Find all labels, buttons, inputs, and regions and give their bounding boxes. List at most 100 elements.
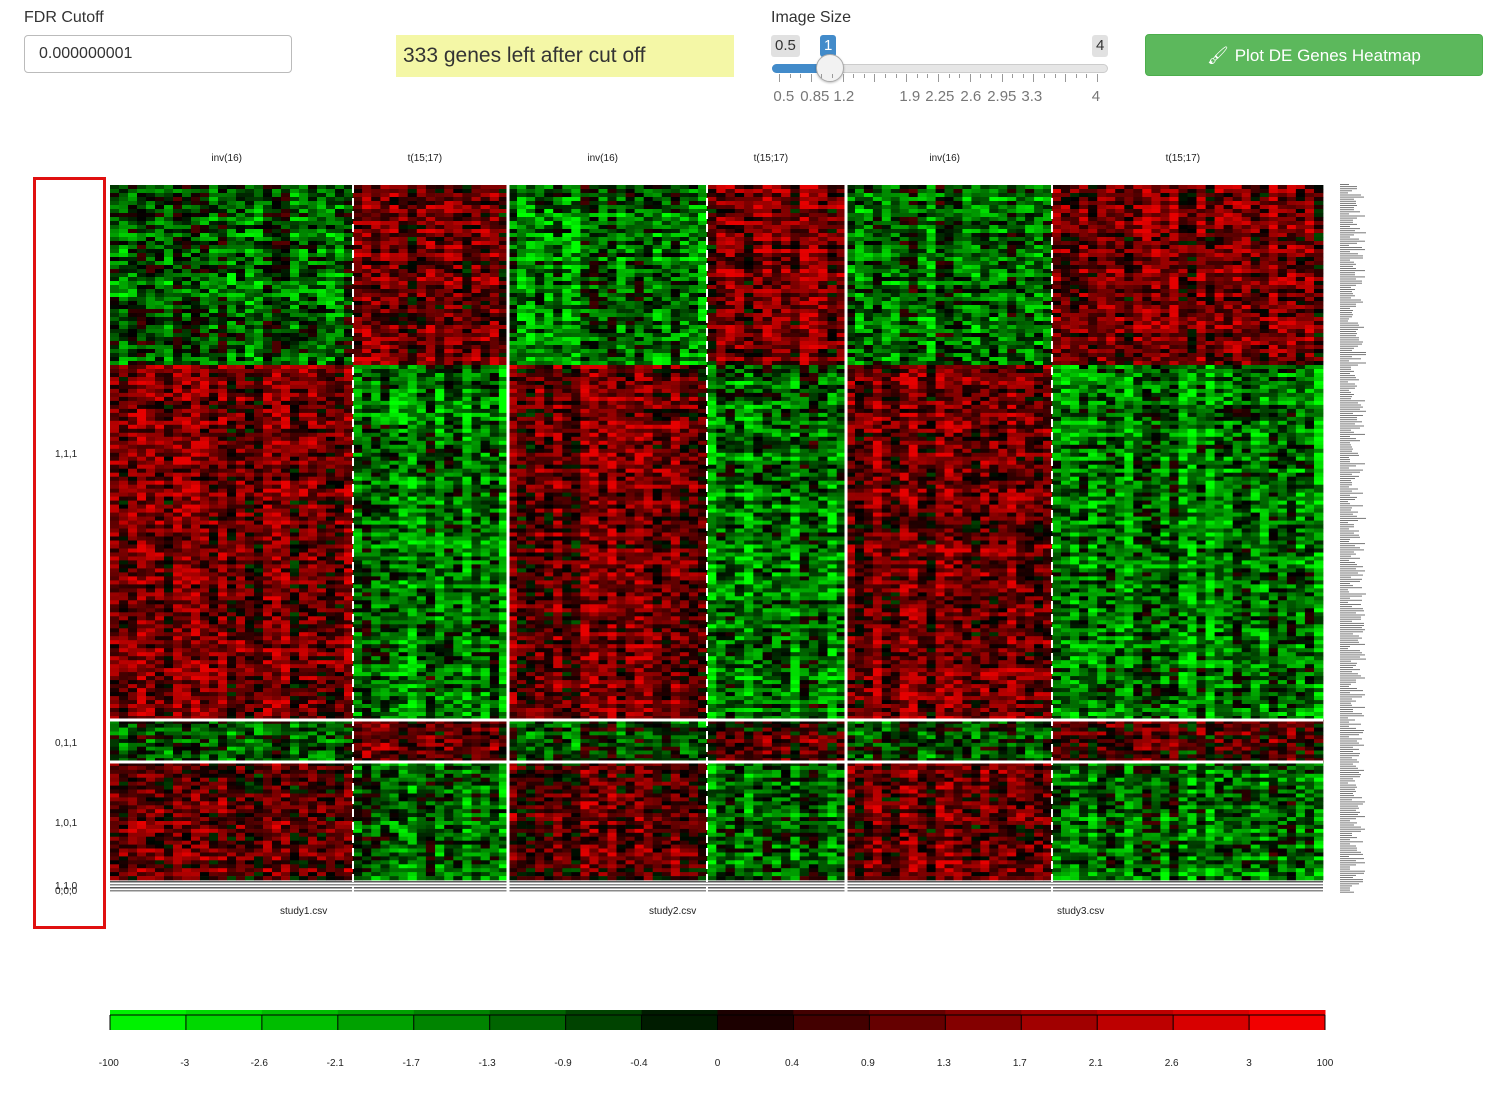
heatmap-cell xyxy=(128,739,138,744)
heatmap-cell xyxy=(155,848,165,853)
heatmap-cell xyxy=(308,596,318,601)
heatmap-cell xyxy=(290,273,300,278)
heatmap-cell xyxy=(236,785,246,790)
heatmap-cell xyxy=(227,696,237,701)
plot-de-genes-heatmap-button[interactable]: 🖌 Plot DE Genes Heatmap xyxy=(1145,34,1483,76)
heatmap-cell xyxy=(128,648,138,653)
heatmap-cell xyxy=(272,817,282,822)
heatmap-cell xyxy=(110,285,120,290)
heatmap-cell xyxy=(317,716,327,721)
heatmap-cell xyxy=(110,750,120,755)
heatmap-cell xyxy=(191,357,201,362)
heatmap-cell xyxy=(200,540,210,545)
heatmap-cell xyxy=(218,632,228,637)
heatmap-cell xyxy=(335,644,345,649)
image-size-slider-handle[interactable] xyxy=(816,54,844,82)
heatmap-cell xyxy=(218,301,228,306)
heatmap-cell xyxy=(254,620,264,625)
heatmap-cell xyxy=(173,321,183,326)
heatmap-cell xyxy=(191,440,201,446)
heatmap-cell xyxy=(335,731,345,736)
heatmap-cell xyxy=(146,556,156,561)
heatmap-cell xyxy=(245,468,255,474)
heatmap-cell xyxy=(137,656,147,661)
heatmap-cell xyxy=(164,742,174,748)
heatmap-cell xyxy=(236,496,246,501)
heatmap-cell xyxy=(326,648,336,653)
heatmap-cell xyxy=(299,476,309,482)
heatmap-cell xyxy=(245,365,255,370)
heatmap-cell xyxy=(218,233,228,238)
heatmap-cell xyxy=(173,696,183,701)
heatmap-cell xyxy=(191,801,201,806)
heatmap-cell xyxy=(317,468,327,474)
heatmap-cell xyxy=(335,245,345,250)
heatmap-cell xyxy=(263,217,273,222)
heatmap-cell xyxy=(191,769,201,775)
heatmap-cell xyxy=(200,576,210,581)
heatmap-cell xyxy=(200,384,210,390)
heatmap-cell xyxy=(155,269,165,274)
heatmap-cell xyxy=(245,568,255,573)
heatmap-cell xyxy=(182,852,192,857)
heatmap-cell xyxy=(290,556,300,561)
heatmap-cell xyxy=(290,436,300,442)
heatmap-cell xyxy=(498,197,509,202)
heatmap-cell xyxy=(236,777,246,782)
heatmap-cell xyxy=(173,464,183,470)
heatmap-cell xyxy=(182,664,192,669)
heatmap-cell xyxy=(344,644,354,649)
heatmap-cell xyxy=(227,337,237,342)
heatmap-cell xyxy=(191,588,201,593)
heatmap-cell xyxy=(299,217,309,222)
heatmap-cell xyxy=(281,868,291,873)
heatmap-cell xyxy=(290,860,300,865)
heatmap-cell xyxy=(236,464,246,470)
heatmap-cell xyxy=(155,384,165,390)
heatmap-cell xyxy=(344,424,354,430)
fdr-cutoff-input[interactable] xyxy=(24,35,292,73)
heatmap-cell xyxy=(110,305,120,310)
heatmap-cell xyxy=(218,281,228,286)
heatmap-cell xyxy=(245,632,255,637)
heatmap-cell xyxy=(128,504,138,509)
heatmap-cell xyxy=(155,261,165,266)
heatmap-cell xyxy=(272,337,282,342)
heatmap-cell xyxy=(344,313,354,318)
heatmap-cell xyxy=(272,353,282,358)
heatmap-cell xyxy=(263,317,273,322)
heatmap-cell xyxy=(290,544,300,549)
heatmap-cell xyxy=(146,313,156,318)
heatmap-cell xyxy=(155,464,165,470)
heatmap-cell xyxy=(299,789,309,794)
heatmap-cell xyxy=(272,289,282,294)
heatmap-cell xyxy=(173,301,183,306)
heatmap-cell xyxy=(146,412,156,418)
heatmap-cell xyxy=(344,277,354,282)
heatmap-cell xyxy=(209,353,219,358)
heatmap-cell xyxy=(326,313,336,318)
heatmap-cell xyxy=(146,696,156,701)
heatmap-cell xyxy=(272,265,282,270)
heatmap-cell xyxy=(137,636,147,641)
heatmap-cell xyxy=(317,269,327,274)
heatmap-cell xyxy=(317,636,327,641)
heatmap-cell xyxy=(182,524,192,529)
heatmap-cell xyxy=(218,321,228,326)
heatmap-cell xyxy=(146,349,156,354)
heatmap-cell xyxy=(128,824,138,830)
heatmap-cell xyxy=(182,452,192,458)
heatmap-cell xyxy=(218,568,228,573)
heatmap-cell xyxy=(344,249,354,254)
heatmap-cell xyxy=(263,564,273,569)
heatmap-cell xyxy=(335,301,345,306)
heatmap-cell xyxy=(173,213,183,218)
heatmap-cell xyxy=(146,337,156,342)
heatmap-cell xyxy=(299,265,309,270)
heatmap-cell xyxy=(227,289,237,294)
heatmap-cell xyxy=(245,754,255,759)
heatmap-cell xyxy=(218,488,228,494)
heatmap-cell xyxy=(209,329,219,334)
heatmap-cell xyxy=(209,185,219,190)
heatmap-cell xyxy=(254,217,264,222)
